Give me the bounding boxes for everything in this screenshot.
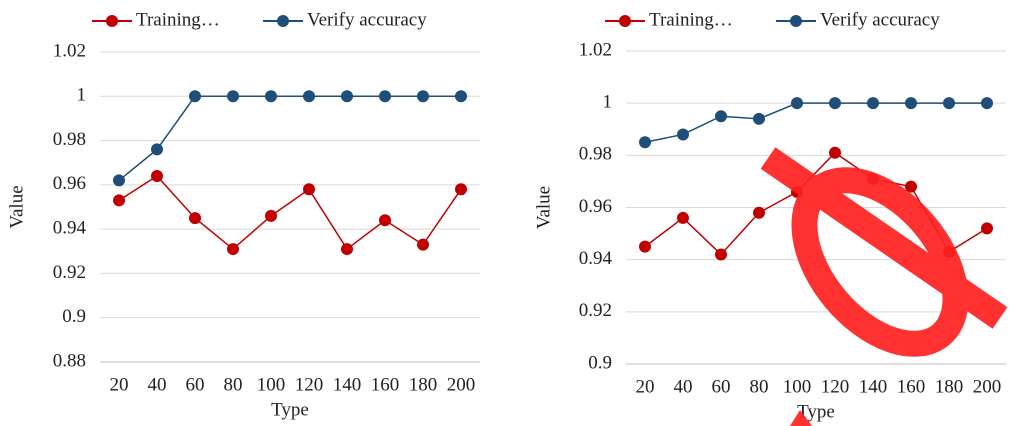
- data-point: [341, 243, 353, 255]
- y-tick-label: 1.02: [53, 40, 86, 61]
- data-point: [151, 170, 163, 182]
- x-tick-label: 140: [859, 376, 888, 397]
- y-tick-label: 0.92: [579, 300, 612, 321]
- data-point: [303, 90, 315, 102]
- data-point: [753, 207, 765, 219]
- series-line: [119, 96, 461, 180]
- x-tick-label: 60: [186, 374, 205, 395]
- x-axis-title: Type: [271, 399, 309, 420]
- y-tick-label: 0.98: [579, 144, 612, 165]
- data-point: [189, 212, 201, 224]
- series-line: [645, 103, 987, 142]
- x-tick-label: 100: [257, 374, 286, 395]
- x-tick-label: 80: [224, 374, 243, 395]
- y-tick-label: 1: [77, 85, 87, 106]
- x-tick-label: 80: [750, 376, 769, 397]
- data-point: [151, 143, 163, 155]
- data-point: [981, 222, 993, 234]
- data-point: [639, 136, 651, 148]
- x-tick-label: 60: [712, 376, 731, 397]
- data-point: [791, 97, 803, 109]
- y-tick-label: 0.88: [53, 350, 86, 371]
- data-point: [379, 90, 391, 102]
- data-point: [189, 90, 201, 102]
- x-tick-label: 20: [110, 374, 129, 395]
- legend-label: Verify accuracy: [820, 9, 940, 30]
- data-point: [265, 90, 277, 102]
- y-tick-label: 0.9: [62, 306, 86, 327]
- y-tick-label: 0.96: [53, 173, 86, 194]
- data-point: [227, 90, 239, 102]
- data-point: [417, 90, 429, 102]
- data-point: [753, 113, 765, 125]
- x-tick-label: 200: [973, 376, 1002, 397]
- x-tick-label: 120: [295, 374, 324, 395]
- data-point: [715, 110, 727, 122]
- legend-marker: [619, 15, 631, 27]
- x-tick-label: 160: [371, 374, 400, 395]
- y-tick-label: 0.96: [579, 196, 612, 217]
- data-point: [981, 97, 993, 109]
- data-point: [715, 248, 727, 260]
- data-point: [455, 183, 467, 195]
- x-tick-label: 160: [897, 376, 926, 397]
- y-tick-label: 0.94: [53, 218, 87, 239]
- x-tick-label: 100: [783, 376, 812, 397]
- y-tick-label: 0.9: [588, 352, 612, 373]
- data-point: [341, 90, 353, 102]
- data-point: [677, 128, 689, 140]
- data-point: [677, 212, 689, 224]
- legend-marker: [790, 15, 802, 27]
- data-point: [417, 239, 429, 251]
- x-tick-label: 180: [409, 374, 438, 395]
- data-point: [113, 194, 125, 206]
- x-tick-label: 40: [674, 376, 693, 397]
- data-point: [905, 97, 917, 109]
- legend-label: Verify accuracy: [307, 9, 427, 30]
- legend-marker: [277, 15, 289, 27]
- x-tick-label: 20: [636, 376, 655, 397]
- y-axis-title: Value: [6, 185, 27, 228]
- data-point: [829, 147, 841, 159]
- legend-marker: [106, 15, 118, 27]
- y-tick-label: 0.98: [53, 129, 86, 150]
- x-tick-label: 140: [333, 374, 362, 395]
- x-tick-label: 40: [148, 374, 167, 395]
- y-tick-label: 1.02: [579, 39, 612, 60]
- data-point: [265, 210, 277, 222]
- chart-page: 0.88 0.9 0.92 0.94 0.96 0.98 1 1.02 20 40 60 80 100 1…: [0, 0, 1013, 426]
- y-axis-title: Value: [533, 186, 554, 229]
- data-point: [829, 97, 841, 109]
- data-point: [303, 183, 315, 195]
- data-point: [113, 174, 125, 186]
- data-point: [943, 97, 955, 109]
- y-tick-label: 0.92: [53, 262, 86, 283]
- legend-label: Training…: [649, 9, 733, 30]
- data-point: [455, 90, 467, 102]
- data-point: [867, 97, 879, 109]
- x-tick-label: 180: [935, 376, 964, 397]
- x-tick-label: 120: [821, 376, 850, 397]
- legend-label: Training…: [136, 9, 220, 30]
- data-point: [639, 241, 651, 253]
- x-tick-label: 200: [447, 374, 476, 395]
- data-point: [227, 243, 239, 255]
- data-point: [379, 214, 391, 226]
- series-line: [119, 176, 461, 249]
- y-tick-label: 0.94: [579, 248, 613, 269]
- y-tick-label: 1: [603, 92, 613, 113]
